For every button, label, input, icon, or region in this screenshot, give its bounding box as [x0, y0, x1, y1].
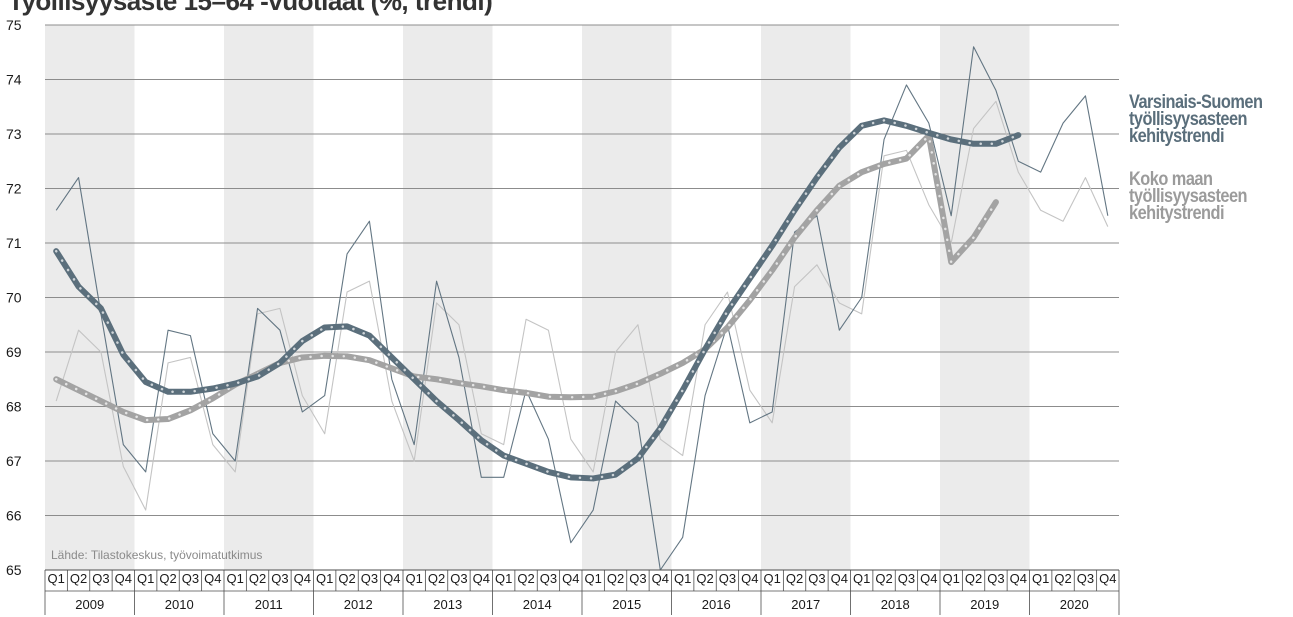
x-tick-label-Q3: Q3 — [898, 571, 915, 586]
x-tick-label-Q1: Q1 — [406, 571, 423, 586]
y-tick-label-73: 73 — [6, 126, 22, 142]
x-tick-label-Q2: Q2 — [1054, 571, 1071, 586]
x-tick-label-Q2: Q2 — [249, 571, 266, 586]
y-tick-label-74: 74 — [6, 72, 22, 88]
x-tick-label-Q4: Q4 — [1010, 571, 1027, 586]
year-label-2017: 2017 — [791, 597, 820, 612]
x-tick-label-Q2: Q2 — [786, 571, 803, 586]
y-tick-label-75: 75 — [6, 17, 22, 33]
x-tick-label-Q2: Q2 — [696, 571, 713, 586]
series-trend-national — [53, 132, 999, 424]
y-tick-label-69: 69 — [6, 344, 22, 360]
x-tick-label-Q1: Q1 — [764, 571, 781, 586]
x-tick-label-Q4: Q4 — [920, 571, 937, 586]
y-tick-label-70: 70 — [6, 290, 22, 306]
x-tick-label-Q3: Q3 — [629, 571, 646, 586]
x-tick-label-Q3: Q3 — [719, 571, 736, 586]
x-tick-label-Q2: Q2 — [965, 571, 982, 586]
year-label-2015: 2015 — [612, 597, 641, 612]
x-tick-label-Q2: Q2 — [875, 571, 892, 586]
x-tick-label-Q1: Q1 — [137, 571, 154, 586]
x-tick-label-Q4: Q4 — [473, 571, 490, 586]
x-tick-label-Q3: Q3 — [361, 571, 378, 586]
x-tick-label-Q4: Q4 — [383, 571, 400, 586]
x-tick-label-Q4: Q4 — [831, 571, 848, 586]
legend-national-line-1: Koko maan — [1129, 169, 1213, 190]
y-tick-label-72: 72 — [6, 181, 22, 197]
x-tick-label-Q4: Q4 — [294, 571, 311, 586]
x-tick-label-Q3: Q3 — [987, 571, 1004, 586]
x-tick-label-Q2: Q2 — [159, 571, 176, 586]
x-tick-label-Q1: Q1 — [495, 571, 512, 586]
legend-regional: Varsinais-Suomen työllisyysasteen kehity… — [1129, 92, 1267, 147]
x-tick-label-Q3: Q3 — [92, 571, 109, 586]
series-trend-regional — [53, 117, 1022, 482]
series-trend-regional-dots — [54, 119, 1020, 480]
year-label-2020: 2020 — [1060, 597, 1089, 612]
x-tick-label-Q2: Q2 — [428, 571, 445, 586]
x-tick-label-Q1: Q1 — [48, 571, 65, 586]
legend-regional-line-3: kehitystrendi — [1129, 126, 1225, 147]
x-tick-label-Q4: Q4 — [562, 571, 579, 586]
legend-regional-line-2: työllisyysasteen — [1129, 109, 1248, 130]
x-tick-label-Q3: Q3 — [540, 571, 557, 586]
y-tick-label-68: 68 — [6, 399, 22, 415]
x-tick-label-Q3: Q3 — [271, 571, 288, 586]
legend-national-line-2: työllisyysasteen — [1129, 186, 1248, 207]
x-tick-label-Q4: Q4 — [1099, 571, 1116, 586]
x-tick-label-Q3: Q3 — [1077, 571, 1094, 586]
x-tick-label-Q1: Q1 — [316, 571, 333, 586]
x-tick-label-Q2: Q2 — [70, 571, 87, 586]
year-label-2009: 2009 — [75, 597, 104, 612]
x-tick-label-Q4: Q4 — [741, 571, 758, 586]
x-tick-label-Q3: Q3 — [182, 571, 199, 586]
x-tick-label-Q2: Q2 — [607, 571, 624, 586]
y-tick-label-71: 71 — [6, 235, 22, 251]
x-tick-label-Q1: Q1 — [1032, 571, 1049, 586]
year-label-2016: 2016 — [702, 597, 731, 612]
x-tick-label-Q3: Q3 — [450, 571, 467, 586]
x-tick-label-Q4: Q4 — [115, 571, 132, 586]
x-tick-label-Q3: Q3 — [808, 571, 825, 586]
x-tick-label-Q2: Q2 — [517, 571, 534, 586]
source-note: Lähde: Tilastokeskus, työvoimatutkimus — [51, 548, 262, 562]
y-tick-label-66: 66 — [6, 508, 22, 524]
x-tick-label-Q1: Q1 — [585, 571, 602, 586]
x-tick-label-Q1: Q1 — [674, 571, 691, 586]
year-label-2018: 2018 — [881, 597, 910, 612]
series-raw-national — [55, 100, 1109, 511]
year-label-2012: 2012 — [344, 597, 373, 612]
x-tick-label-Q2: Q2 — [338, 571, 355, 586]
year-label-2014: 2014 — [523, 597, 552, 612]
x-tick-label-Q1: Q1 — [853, 571, 870, 586]
y-tick-label-65: 65 — [6, 562, 22, 578]
year-label-2010: 2010 — [165, 597, 194, 612]
year-label-2013: 2013 — [433, 597, 462, 612]
x-tick-label-Q1: Q1 — [227, 571, 244, 586]
legend-national: Koko maan työllisyysasteen kehitystrendi — [1129, 169, 1267, 224]
series-raw-regional — [55, 46, 1109, 571]
x-tick-label-Q4: Q4 — [652, 571, 669, 586]
x-tick-label-Q1: Q1 — [943, 571, 960, 586]
year-label-2011: 2011 — [255, 597, 283, 612]
x-tick-label-Q4: Q4 — [204, 571, 221, 586]
chart-title: Työllisyysaste 15–64 -vuotiaat (%, trend… — [8, 0, 493, 16]
year-label-2019: 2019 — [970, 597, 999, 612]
legend-national-line-3: kehitystrendi — [1129, 203, 1225, 224]
y-tick-label-67: 67 — [6, 453, 22, 469]
legend-regional-line-1: Varsinais-Suomen — [1129, 92, 1263, 113]
